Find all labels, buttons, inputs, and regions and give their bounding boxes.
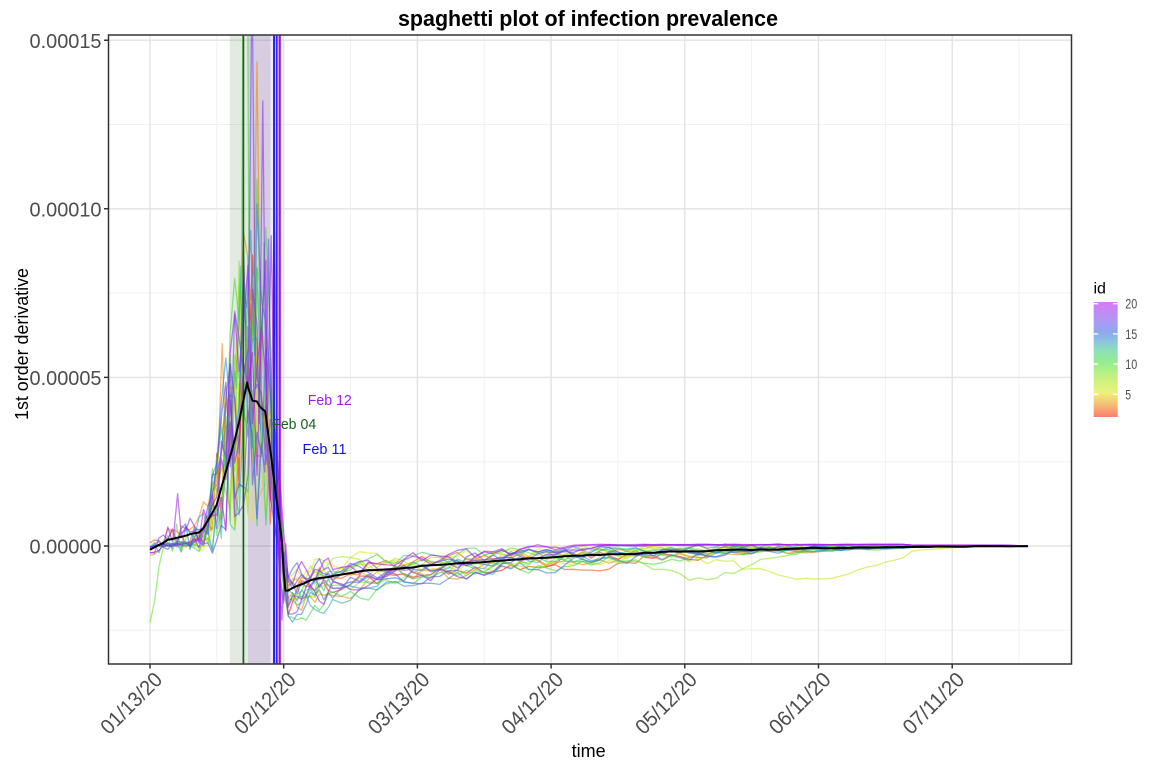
svg-text:10: 10	[1125, 357, 1137, 372]
svg-text:0.00000: 0.00000	[30, 537, 102, 559]
svg-text:Feb 11: Feb 11	[303, 441, 347, 458]
svg-text:Feb 12: Feb 12	[308, 392, 352, 409]
svg-text:20: 20	[1125, 297, 1137, 312]
svg-text:0.00005: 0.00005	[30, 368, 102, 390]
svg-text:spaghetti plot of infection pr: spaghetti plot of infection prevalence	[398, 6, 778, 31]
svg-text:time: time	[572, 741, 606, 761]
svg-text:5: 5	[1125, 387, 1131, 402]
svg-text:0.00015: 0.00015	[30, 31, 102, 53]
svg-text:15: 15	[1125, 327, 1137, 342]
svg-text:1st order derivative: 1st order derivative	[12, 268, 32, 420]
svg-text:0.00010: 0.00010	[30, 200, 102, 222]
svg-text:id: id	[1094, 281, 1106, 298]
svg-text:Feb 04: Feb 04	[272, 416, 316, 433]
